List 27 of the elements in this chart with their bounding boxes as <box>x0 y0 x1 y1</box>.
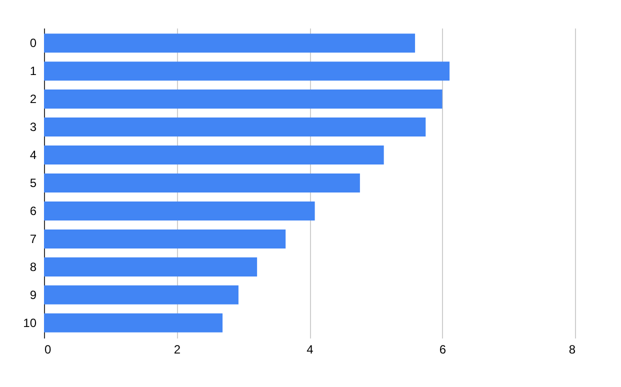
y-tick-label: 5 <box>30 176 37 190</box>
x-tick-label: 0 <box>44 342 52 356</box>
y-tick-label: 8 <box>30 260 37 274</box>
bar <box>44 201 315 220</box>
y-tick-label: 6 <box>30 204 37 218</box>
x-tick-label: 8 <box>568 342 576 356</box>
x-tick-label: 2 <box>174 342 181 356</box>
y-tick-label: 0 <box>30 36 37 50</box>
bar <box>44 313 223 332</box>
bar <box>44 62 450 81</box>
bar <box>44 285 238 304</box>
y-tick-label: 2 <box>30 92 37 106</box>
bar <box>44 229 286 248</box>
y-tick-label: 10 <box>23 316 37 330</box>
y-tick-label: 4 <box>30 148 37 162</box>
y-tick-label: 7 <box>30 232 37 246</box>
bar <box>44 90 442 109</box>
x-tick-label: 6 <box>439 342 446 356</box>
y-tick-label: 1 <box>30 64 37 78</box>
x-tick-label: 4 <box>306 342 314 356</box>
bar <box>44 146 384 165</box>
bar <box>44 34 416 53</box>
bar <box>44 118 426 137</box>
y-tick-label: 3 <box>30 120 37 134</box>
bar <box>44 173 360 193</box>
bar <box>44 257 258 276</box>
y-tick-label: 9 <box>30 288 37 302</box>
